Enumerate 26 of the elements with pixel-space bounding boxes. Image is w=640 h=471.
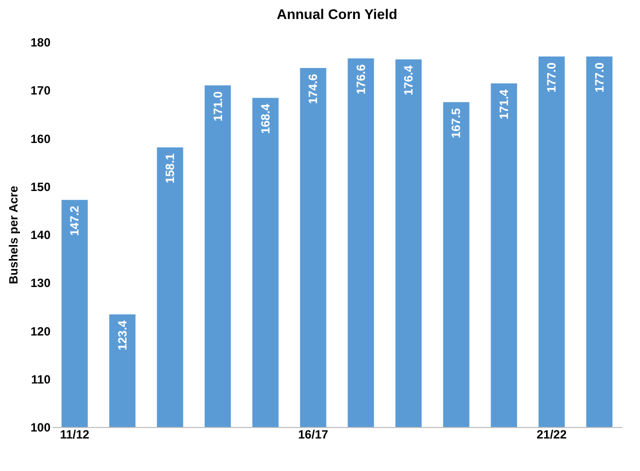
y-axis-title: Bushels per Acre [6, 186, 20, 284]
y-tick-label: 180 [30, 36, 51, 50]
y-tick-label: 160 [30, 132, 51, 146]
x-tick-label: 11/12 [60, 428, 90, 442]
data-label: 176.4 [402, 65, 416, 96]
data-label: 171.0 [210, 90, 225, 122]
y-tick-label: 110 [31, 372, 51, 386]
data-label: 158.1 [163, 153, 178, 184]
y-tick-label: 140 [30, 228, 51, 242]
data-label: 167.5 [449, 108, 464, 138]
x-tick-label: 21/22 [536, 428, 567, 442]
data-label: 177.0 [592, 62, 606, 92]
y-tick-label: 150 [30, 180, 51, 194]
y-tick-label: 120 [30, 324, 51, 338]
data-label: 177.0 [544, 62, 559, 92]
y-tick-label: 130 [30, 276, 51, 290]
data-label: 147.2 [68, 206, 82, 236]
x-tick-label: 16/17 [298, 428, 328, 442]
data-label: 176.6 [354, 64, 368, 94]
data-label: 171.4 [496, 89, 511, 120]
data-label: 123.4 [115, 320, 130, 350]
y-tick-label: 100 [30, 420, 51, 434]
y-tick-label: 170 [30, 84, 51, 98]
data-label: 168.4 [258, 104, 272, 134]
chart-title: Annual Corn Yield [276, 6, 398, 22]
data-label: 174.6 [306, 74, 320, 104]
